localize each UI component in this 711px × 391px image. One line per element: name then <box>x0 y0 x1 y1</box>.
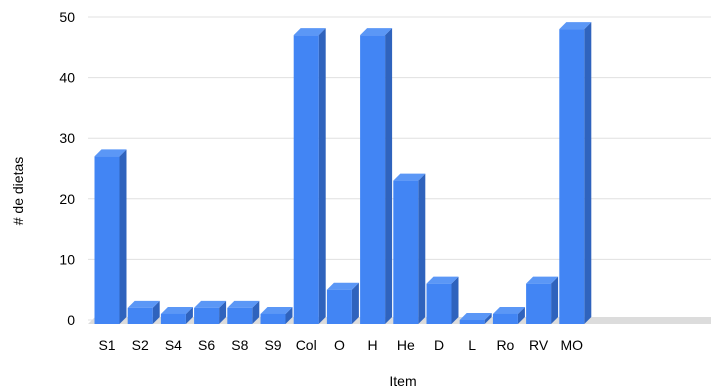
bar-front <box>194 307 220 324</box>
x-tick-label: L <box>468 337 476 353</box>
bar-top <box>293 28 326 36</box>
bar-side <box>152 300 160 324</box>
bar-l <box>459 313 492 324</box>
bar-side <box>551 276 559 324</box>
y-axis-title: # de dietas <box>10 157 26 226</box>
bar-s4 <box>160 306 193 324</box>
bar-o <box>326 282 359 324</box>
bar-top <box>326 282 359 290</box>
x-tick-label: S4 <box>165 337 182 353</box>
bar-front <box>526 283 552 324</box>
y-tick-label: 40 <box>59 70 75 86</box>
bar-side <box>185 306 193 324</box>
bar-top <box>426 276 459 284</box>
bar-top <box>393 173 426 181</box>
x-tick-label: He <box>397 337 415 353</box>
bar-h <box>360 28 393 325</box>
bar-side <box>484 313 492 324</box>
x-tick-label: MO <box>561 337 584 353</box>
bar-s2 <box>127 300 160 324</box>
bar-top <box>459 313 492 320</box>
bar-side <box>584 22 592 325</box>
bar-side <box>285 306 293 324</box>
x-axis-title: Item <box>389 373 416 389</box>
y-tick-label: 20 <box>59 191 75 207</box>
bar-top <box>127 300 160 308</box>
bar-front <box>293 35 319 325</box>
bar-front <box>426 283 452 324</box>
bar-mo <box>559 22 592 325</box>
bar-ro <box>492 306 525 324</box>
bar-d <box>426 276 459 324</box>
bar-top <box>559 22 592 30</box>
bar-front <box>559 29 585 325</box>
bar-front <box>360 35 386 325</box>
bar-top <box>227 300 260 308</box>
bar-side <box>318 28 326 325</box>
bar-s1 <box>94 149 127 324</box>
bar-top <box>194 300 227 308</box>
x-tick-label: Ro <box>496 337 514 353</box>
x-tick-label: RV <box>529 337 549 353</box>
x-tick-label: D <box>434 337 444 353</box>
bar-side <box>119 149 127 324</box>
bar-side <box>517 306 525 324</box>
bar-front <box>393 180 419 324</box>
bar-rv <box>526 276 559 324</box>
bar-side <box>252 300 260 324</box>
bar-front <box>94 156 120 324</box>
y-tick-label: 50 <box>59 9 75 25</box>
x-tick-label: Col <box>296 337 317 353</box>
x-tick-label: S2 <box>132 337 149 353</box>
bar-top <box>160 306 193 314</box>
x-tick-label: S6 <box>198 337 215 353</box>
bar-side <box>219 300 227 324</box>
bar-s9 <box>260 306 293 324</box>
bar-front <box>127 307 153 324</box>
bar-front <box>227 307 253 324</box>
bar-top <box>360 28 393 36</box>
bar-top <box>94 149 127 157</box>
bar-top <box>260 306 293 314</box>
bar-side <box>451 276 459 324</box>
x-axis-ticks: S1 S2 S4 S6 S8 S9 Col O H He D L Ro RV MO <box>98 337 583 353</box>
x-tick-label: S9 <box>264 337 281 353</box>
bar-front <box>459 320 485 324</box>
bar-front <box>492 313 518 324</box>
y-tick-label: 10 <box>59 251 75 267</box>
x-tick-label: H <box>368 337 378 353</box>
bar-s8 <box>227 300 260 324</box>
bar-side <box>418 173 426 324</box>
bars <box>94 22 592 325</box>
bar-col <box>293 28 326 325</box>
bar-front <box>326 289 352 324</box>
y-tick-label: 30 <box>59 130 75 146</box>
bar-he <box>393 173 426 324</box>
bar-top <box>492 306 525 314</box>
x-tick-label: O <box>334 337 345 353</box>
bar-side <box>385 28 393 325</box>
bar-side <box>351 282 359 324</box>
y-axis-ticks: 0 10 20 30 40 50 <box>59 9 75 328</box>
y-tick-label: 0 <box>67 312 75 328</box>
bar-top <box>526 276 559 284</box>
x-tick-label: S1 <box>98 337 115 353</box>
bar-front <box>260 313 286 324</box>
x-tick-label: S8 <box>231 337 248 353</box>
bar-front <box>160 313 186 324</box>
bar-s6 <box>194 300 227 324</box>
